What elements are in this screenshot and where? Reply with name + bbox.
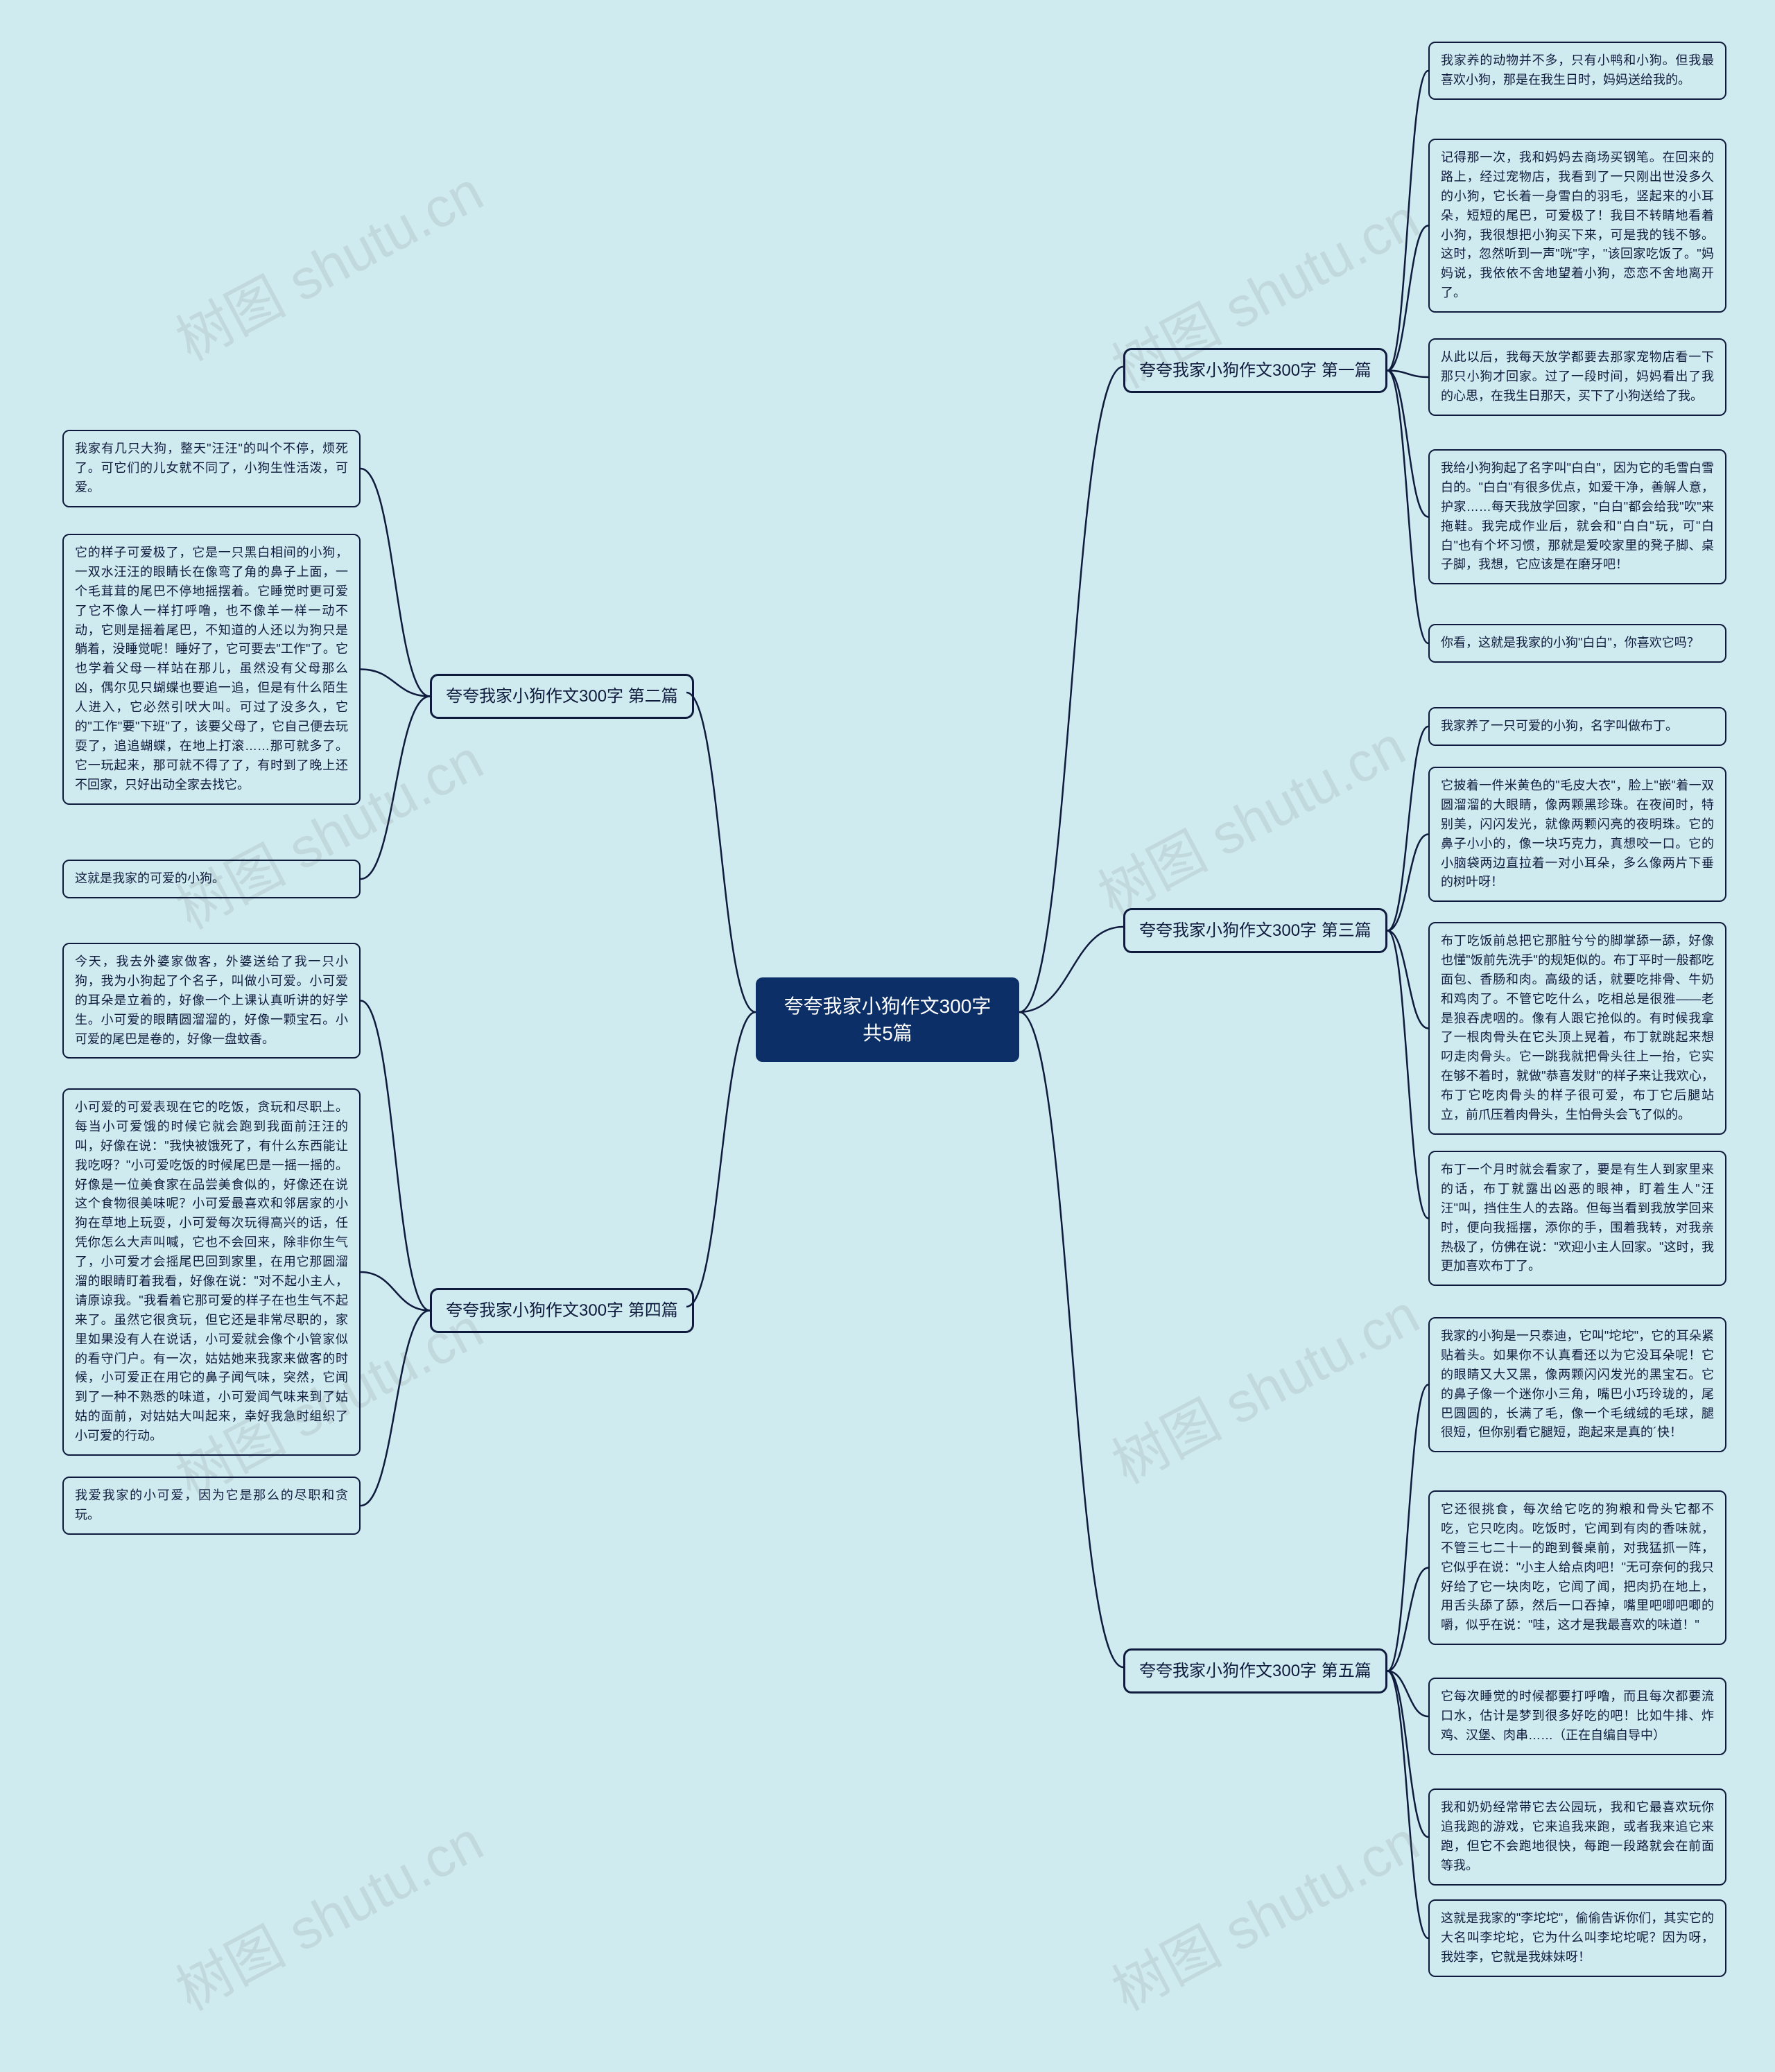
- branch-node: 夸夸我家小狗作文300字 第三篇: [1123, 908, 1387, 953]
- leaf-node: 我家养的动物并不多，只有小鸭和小狗。但我最喜欢小狗，那是在我生日时，妈妈送给我的…: [1428, 42, 1726, 100]
- leaf-node: 记得那一次，我和妈妈去商场买钢笔。在回来的路上，经过宠物店，我看到了一只刚出世没…: [1428, 139, 1726, 313]
- leaf-node: 这就是我家的可爱的小狗。: [62, 860, 361, 898]
- center-label: 夸夸我家小狗作文300字共5篇: [784, 995, 992, 1044]
- leaf-node: 我家养了一只可爱的小狗，名字叫做布丁。: [1428, 707, 1726, 746]
- leaf-node: 它的样子可爱极了，它是一只黑白相间的小狗，一双水汪汪的眼睛长在像弯了角的鼻子上面…: [62, 534, 361, 805]
- branch-node: 夸夸我家小狗作文300字 第二篇: [430, 674, 694, 719]
- leaf-node: 今天，我去外婆家做客，外婆送给了我一只小狗，我为小狗起了个名子，叫做小可爱。小可…: [62, 943, 361, 1059]
- leaf-node: 小可爱的可爱表现在它的吃饭，贪玩和尽职上。每当小可爱饿的时候它就会跑到我面前汪汪…: [62, 1088, 361, 1456]
- leaf-node: 我家有几只大狗，整天"汪汪"的叫个不停，烦死了。可它们的儿女就不同了，小狗生性活…: [62, 430, 361, 507]
- branch-node: 夸夸我家小狗作文300字 第一篇: [1123, 348, 1387, 393]
- leaf-node: 从此以后，我每天放学都要去那家宠物店看一下那只小狗才回家。过了一段时间，妈妈看出…: [1428, 338, 1726, 416]
- watermark: 树图 shutu.cn: [1082, 702, 1417, 931]
- leaf-node: 我家的小狗是一只泰迪，它叫"坨坨"，它的耳朵紧贴着头。如果你不认真看还以为它没耳…: [1428, 1317, 1726, 1452]
- branch-node: 夸夸我家小狗作文300字 第五篇: [1123, 1648, 1387, 1694]
- leaf-node: 布丁吃饭前总把它那脏兮兮的脚掌舔一舔，好像也懂"饭前先洗手"的规矩似的。布丁平时…: [1428, 922, 1726, 1135]
- leaf-node: 我给小狗狗起了名字叫"白白"，因为它的毛雪白雪白的。"白白"有很多优点，如爱干净…: [1428, 449, 1726, 584]
- leaf-node: 它还很挑食，每次给它吃的狗粮和骨头它都不吃，它只吃肉。吃饭时，它闻到有肉的香味就…: [1428, 1490, 1726, 1645]
- center-node: 夸夸我家小狗作文300字共5篇: [756, 977, 1019, 1062]
- leaf-node: 它每次睡觉的时候都要打呼噜，而且每次都要流口水，估计是梦到很多好吃的吧！比如牛排…: [1428, 1678, 1726, 1755]
- leaf-node: 它披着一件米黄色的"毛皮大衣"，脸上"嵌"着一双圆溜溜的大眼睛，像两颗黑珍珠。在…: [1428, 767, 1726, 902]
- branch-node: 夸夸我家小狗作文300字 第四篇: [430, 1288, 694, 1333]
- watermark: 树图 shutu.cn: [1096, 1797, 1430, 2026]
- leaf-node: 我和奶奶经常带它去公园玩，我和它最喜欢玩你追我跑的游戏，它来追我来跑，或者我来追…: [1428, 1788, 1726, 1886]
- leaf-node: 这就是我家的"李坨坨"，偷偷告诉你们，其实它的大名叫李坨坨，它为什么叫李坨坨呢？…: [1428, 1899, 1726, 1977]
- leaf-node: 你看，这就是我家的小狗"白白"，你喜欢它吗？: [1428, 624, 1726, 663]
- leaf-node: 我爱我家的小可爱，因为它是那么的尽职和贪玩。: [62, 1477, 361, 1535]
- watermark: 树图 shutu.cn: [160, 148, 494, 376]
- watermark: 树图 shutu.cn: [1096, 1271, 1430, 1499]
- watermark: 树图 shutu.cn: [160, 1797, 494, 2026]
- leaf-node: 布丁一个月时就会看家了，要是有生人到家里来的话，布丁就露出凶恶的眼神，盯着生人"…: [1428, 1151, 1726, 1286]
